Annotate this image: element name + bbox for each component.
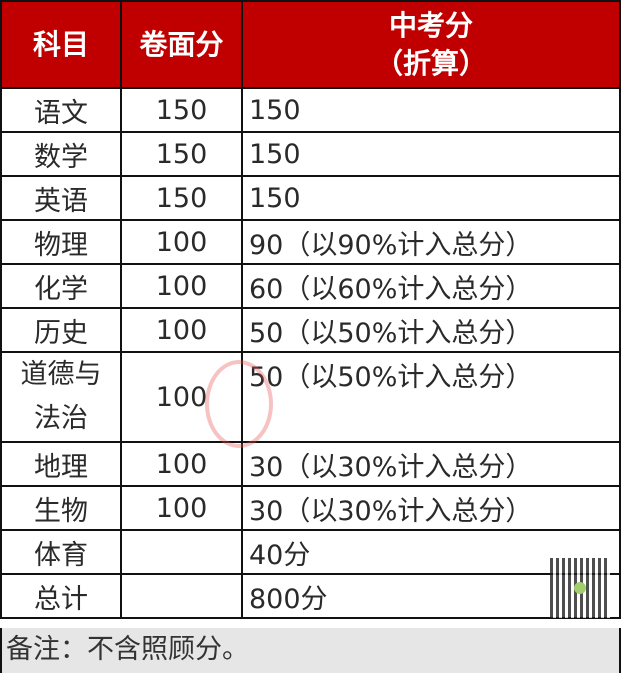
paper-score-cell: 150 [120,131,243,177]
score-table: 科目 卷面分 中考分 （折算） 语文 150 150 数学 150 150 英语 150 150 物… [0,0,621,619]
paper-score-cell: 100 [120,219,243,265]
table-row: 历史 100 50（以50%计入总分） [0,307,621,353]
exam-score-cell: 150 [241,131,621,177]
table-row: 生物 100 30（以30%计入总分） [0,485,621,531]
table-row: 英语 150 150 [0,175,621,221]
table-row: 总计 800分 [0,573,621,619]
subject-cell: 地理 [0,441,122,487]
subject-cell: 数学 [0,131,122,177]
paper-score-cell [120,529,243,575]
table-row: 化学 100 60（以60%计入总分） [0,263,621,309]
subject-cell: 物理 [0,219,122,265]
note: 备注：不含照顾分。 [0,628,621,673]
subject-cell: 总计 [0,573,122,619]
paper-score-cell: 150 [120,175,243,221]
exam-score-cell: 90（以90%计入总分） [241,219,621,265]
paper-score-cell: 100 [120,263,243,309]
table-row: 物理 100 90（以90%计入总分） [0,219,621,265]
header-exam-score: 中考分 （折算） [241,0,621,89]
subject-cell: 历史 [0,307,122,353]
table-row: 数学 150 150 [0,131,621,177]
exam-score-cell: 60（以60%计入总分） [241,263,621,309]
paper-score-cell: 150 [120,87,243,133]
table-row: 语文 150 150 [0,87,621,133]
header-subject: 科目 [0,0,122,89]
exam-score-cell: 50（以50%计入总分） [241,351,621,443]
subject-cell: 化学 [0,263,122,309]
paper-score-cell: 100 [120,441,243,487]
header-row: 科目 卷面分 中考分 （折算） [0,0,621,89]
exam-score-cell: 150 [241,87,621,133]
exam-score-cell: 150 [241,175,621,221]
subject-cell: 体育 [0,529,122,575]
subject-cell: 语文 [0,87,122,133]
header-paper-score: 卷面分 [120,0,243,89]
paper-score-cell: 100 [120,307,243,353]
exam-score-cell: 50（以50%计入总分） [241,307,621,353]
table-row: 道德与 法治 100 50（以50%计入总分） [0,351,621,443]
paper-score-cell: 100 [120,485,243,531]
paper-score-cell [120,573,243,619]
table-row: 地理 100 30（以30%计入总分） [0,441,621,487]
subject-cell: 道德与 法治 [0,351,122,443]
subject-cell: 生物 [0,485,122,531]
table-row: 体育 40分 [0,529,621,575]
exam-score-cell: 30（以30%计入总分） [241,485,621,531]
qr-code [550,558,610,618]
watermark-logo [205,360,273,448]
subject-cell: 英语 [0,175,122,221]
exam-score-cell: 30（以30%计入总分） [241,441,621,487]
